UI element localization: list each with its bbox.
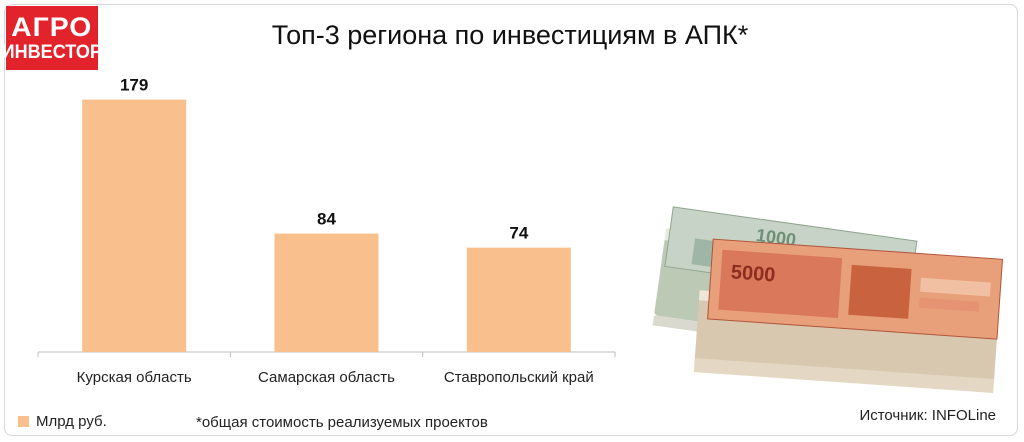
data-label-0: 179 (120, 76, 148, 95)
chart-title: Топ-3 региона по инвестициям в АПК* (271, 20, 749, 50)
category-label-0: Курская область (77, 369, 192, 386)
bar-2 (466, 247, 571, 352)
data-label-1: 84 (317, 210, 336, 229)
category-label-1: Самарская область (258, 369, 395, 386)
legend: Млрд руб. (18, 413, 107, 430)
logo-line2: ИНВЕСТОР (1, 42, 103, 63)
ruble-banknotes-icon: 1000 5000 (652, 206, 1004, 394)
legend-label: Млрд руб. (36, 413, 107, 430)
category-label-2: Ставропольский край (444, 369, 594, 386)
footnote: *общая стоимость реализуемых проектов (196, 414, 488, 431)
bar-0 (82, 99, 187, 352)
agroinvestor-logo: АГРО ИНВЕСТОР (2, 6, 102, 70)
data-label-2: 74 (509, 224, 528, 243)
bar-1 (274, 233, 379, 352)
legend-swatch (18, 416, 29, 427)
svg-text:5000: 5000 (730, 261, 776, 286)
source-note: Источник: INFOLine (859, 407, 996, 424)
logo-line1: АГРО (11, 12, 93, 42)
